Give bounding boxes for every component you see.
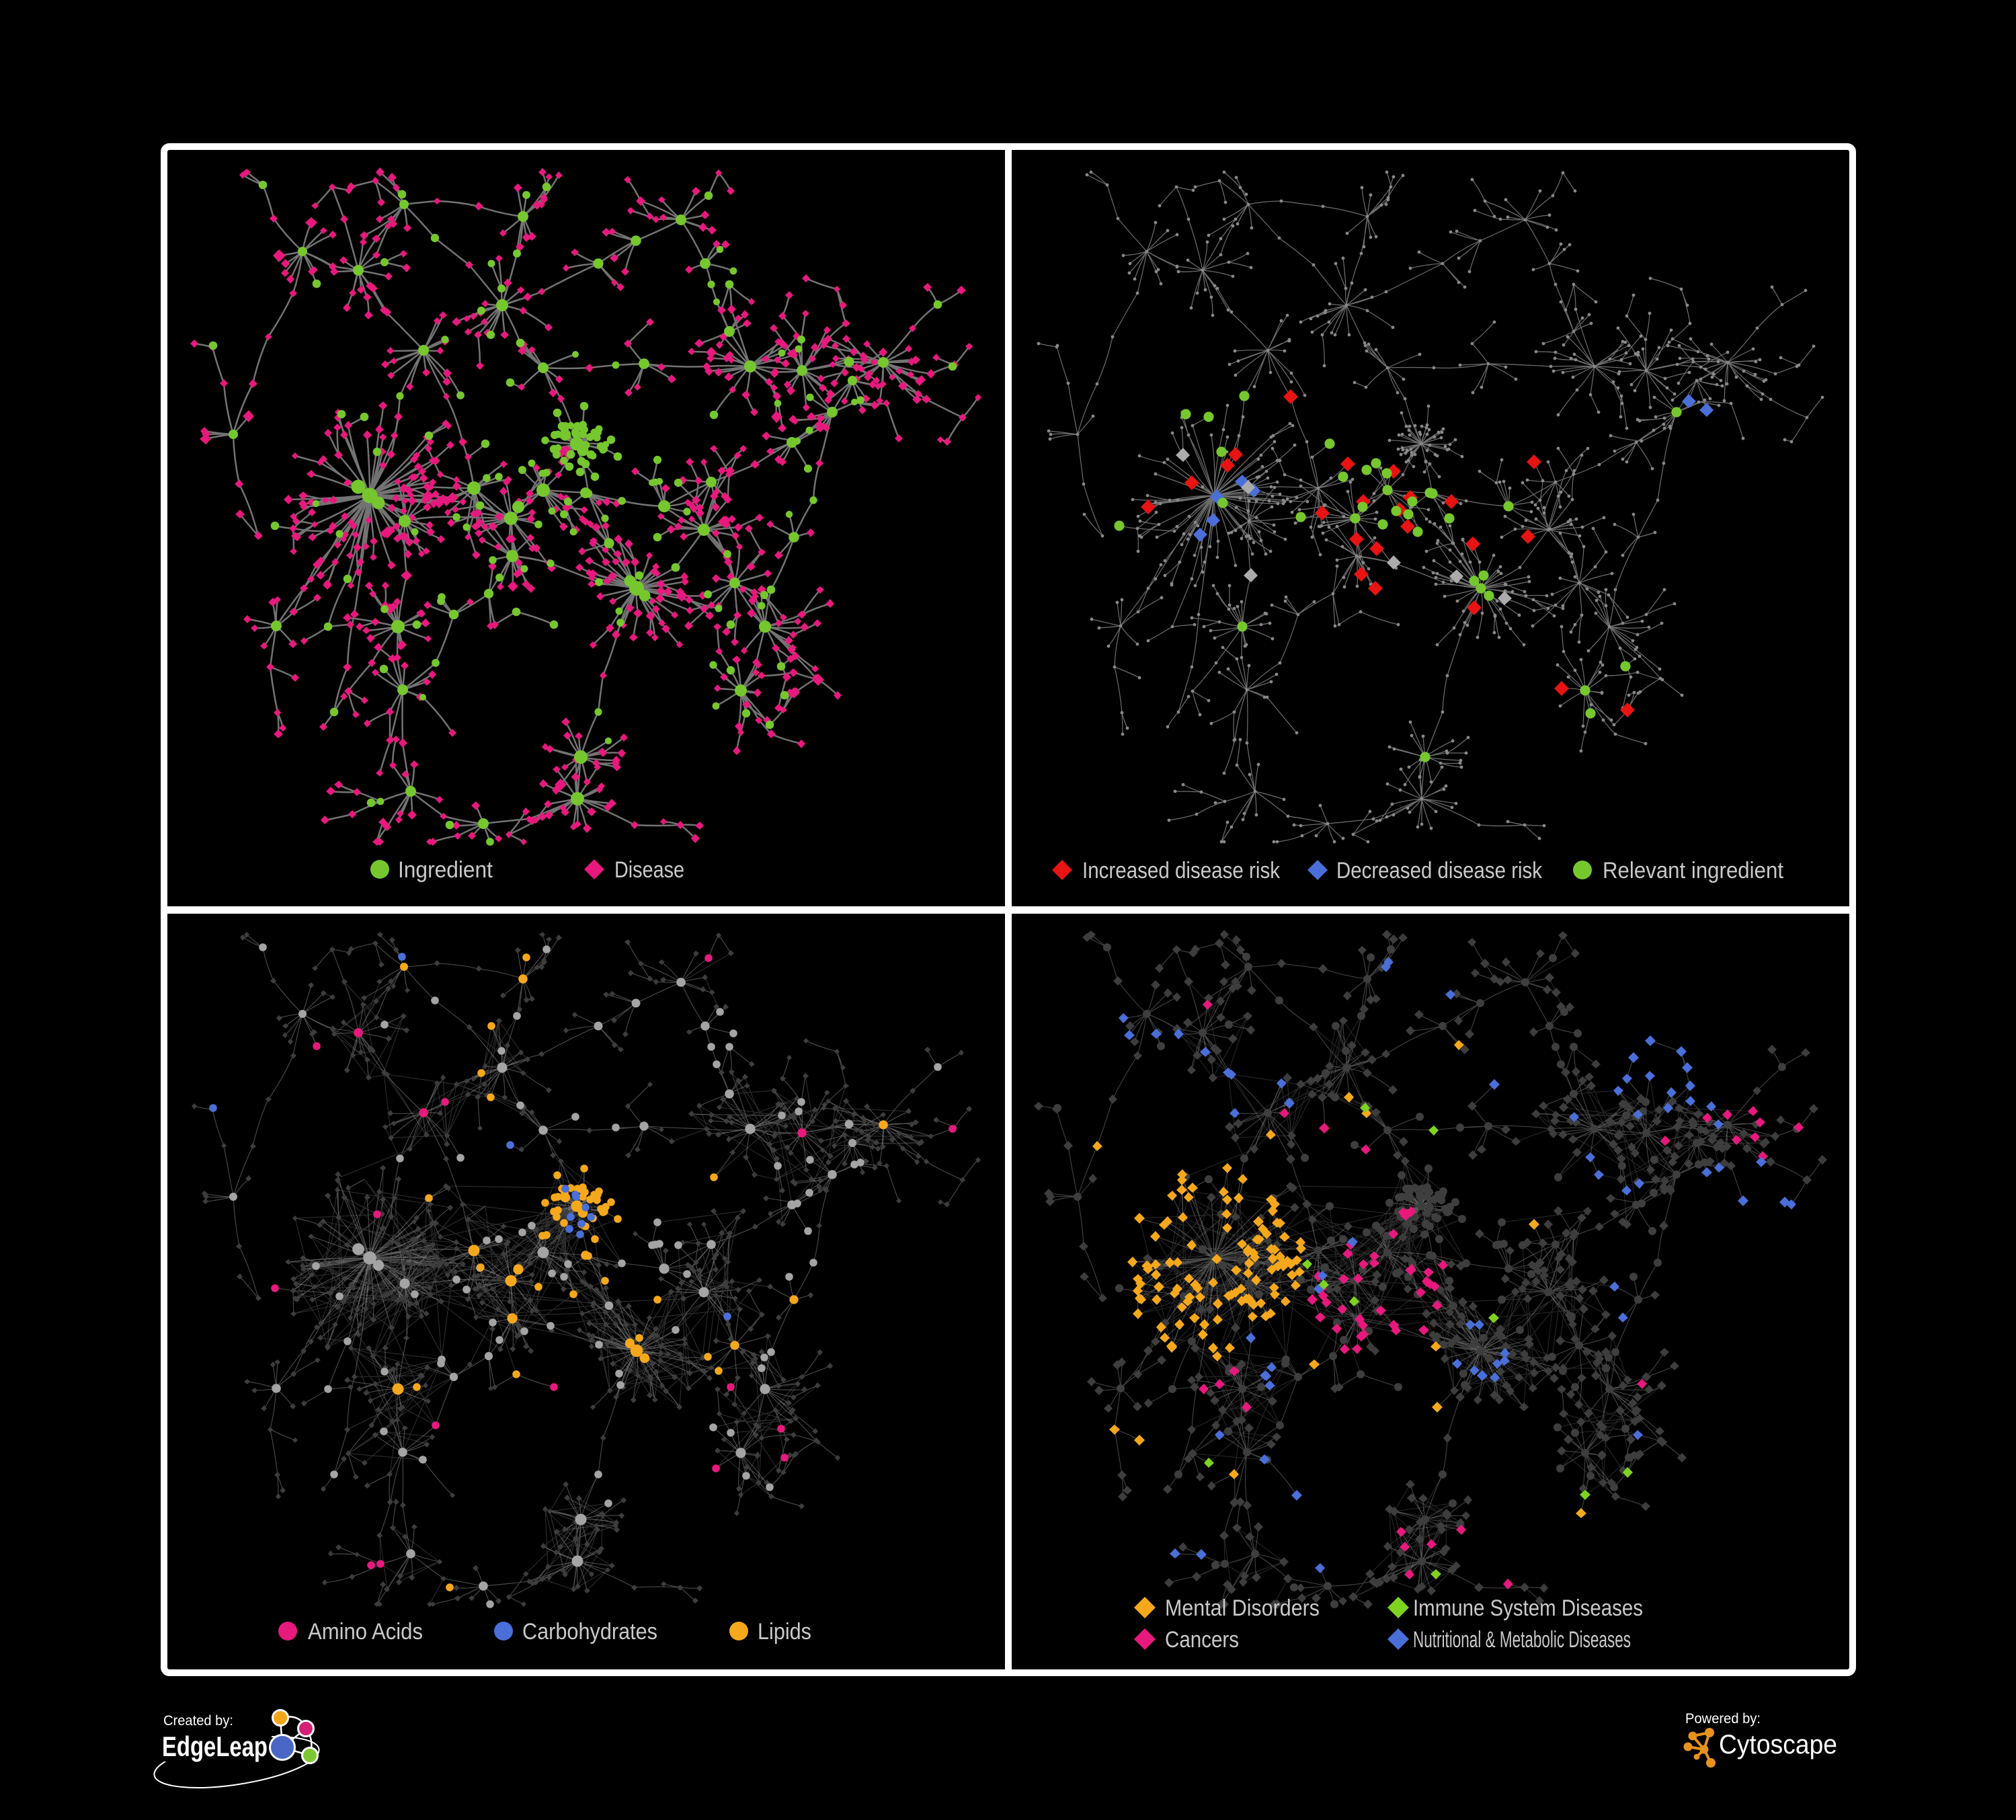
svg-text:Lipids: Lipids bbox=[758, 1619, 811, 1645]
svg-text:Carbohydrates: Carbohydrates bbox=[522, 1619, 657, 1645]
svg-text:Nutritional & Metabolic Diseas: Nutritional & Metabolic Diseases bbox=[1413, 1627, 1631, 1653]
svg-text:Created by:: Created by: bbox=[163, 1713, 233, 1729]
svg-text:Amino Acids: Amino Acids bbox=[308, 1619, 423, 1645]
svg-text:Decreased disease risk: Decreased disease risk bbox=[1336, 858, 1543, 883]
svg-text:Disease: Disease bbox=[614, 857, 684, 883]
svg-text:Immune System Diseases: Immune System Diseases bbox=[1413, 1595, 1643, 1621]
svg-text:Relevant ingredient: Relevant ingredient bbox=[1603, 858, 1784, 883]
svg-text:EdgeLeap: EdgeLeap bbox=[162, 1731, 268, 1762]
svg-text:Mental Disorders: Mental Disorders bbox=[1165, 1595, 1320, 1621]
svg-text:Cancers: Cancers bbox=[1165, 1627, 1239, 1653]
svg-text:Increased disease risk: Increased disease risk bbox=[1082, 858, 1281, 883]
svg-text:Ingredient: Ingredient bbox=[398, 857, 493, 883]
svg-text:Cytoscape: Cytoscape bbox=[1719, 1730, 1837, 1759]
svg-text:Powered by:: Powered by: bbox=[1685, 1711, 1761, 1727]
